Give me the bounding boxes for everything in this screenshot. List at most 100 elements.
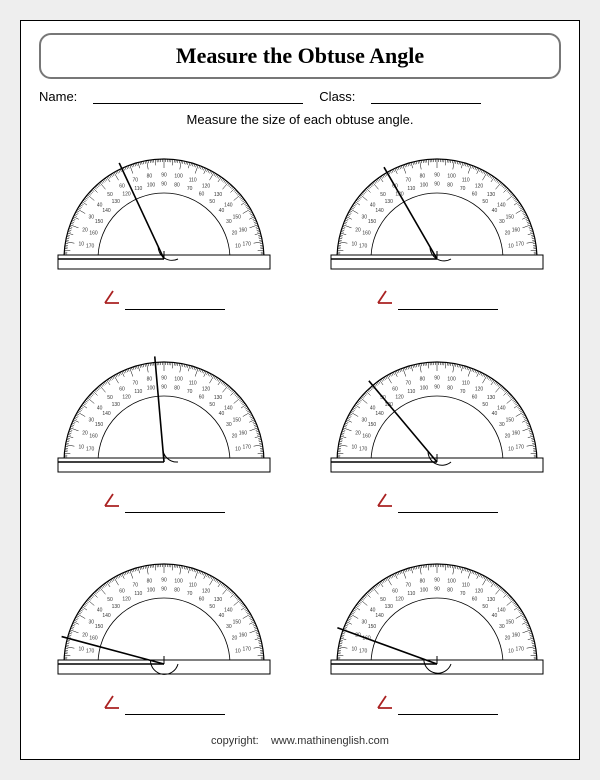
svg-text:50: 50 <box>209 199 215 205</box>
problem-cell: 0180101702016030150401405013060120701108… <box>39 546 288 729</box>
svg-text:160: 160 <box>511 430 520 436</box>
svg-text:70: 70 <box>459 389 465 395</box>
svg-text:10: 10 <box>78 647 84 653</box>
svg-text:160: 160 <box>362 231 371 237</box>
svg-text:120: 120 <box>122 394 131 400</box>
svg-text:170: 170 <box>85 649 94 655</box>
svg-text:150: 150 <box>367 421 376 427</box>
svg-text:50: 50 <box>107 395 113 401</box>
svg-text:20: 20 <box>504 433 510 439</box>
svg-text:130: 130 <box>111 604 120 610</box>
svg-text:150: 150 <box>367 624 376 630</box>
svg-text:170: 170 <box>515 242 524 248</box>
svg-text:80: 80 <box>146 376 152 382</box>
answer-line <box>376 492 498 513</box>
svg-text:130: 130 <box>213 395 222 401</box>
svg-text:110: 110 <box>407 389 415 395</box>
angle-icon <box>376 694 394 715</box>
svg-text:170: 170 <box>358 243 367 249</box>
protractor: 0180101702016030150401405013060120701108… <box>49 344 279 484</box>
svg-text:90: 90 <box>161 375 167 381</box>
svg-text:70: 70 <box>459 591 465 597</box>
svg-text:50: 50 <box>482 199 488 205</box>
protractor: 0180101702016030150401405013060120701108… <box>49 141 279 281</box>
svg-text:60: 60 <box>392 589 398 595</box>
svg-text:30: 30 <box>88 214 94 220</box>
svg-text:130: 130 <box>486 597 495 603</box>
svg-text:90: 90 <box>434 172 440 178</box>
svg-text:50: 50 <box>380 597 386 603</box>
svg-text:80: 80 <box>447 385 453 391</box>
svg-text:60: 60 <box>471 597 477 603</box>
svg-text:120: 120 <box>122 191 131 197</box>
svg-text:110: 110 <box>461 380 469 386</box>
answer-blank[interactable] <box>398 512 498 513</box>
svg-text:90: 90 <box>161 587 167 593</box>
angle-icon <box>103 694 121 715</box>
svg-text:120: 120 <box>395 597 404 603</box>
svg-text:100: 100 <box>146 588 155 594</box>
class-blank[interactable] <box>371 103 481 104</box>
svg-text:110: 110 <box>407 591 415 597</box>
svg-text:160: 160 <box>89 433 98 439</box>
name-blank[interactable] <box>93 103 303 104</box>
svg-text:170: 170 <box>85 243 94 249</box>
svg-text:10: 10 <box>78 242 84 248</box>
svg-text:100: 100 <box>419 182 428 188</box>
svg-text:40: 40 <box>218 613 224 619</box>
protractor: 0180101702016030150401405013060120701108… <box>322 141 552 281</box>
svg-text:70: 70 <box>132 177 138 183</box>
footer-url: www.mathinenglish.com <box>271 735 389 747</box>
svg-text:160: 160 <box>89 636 98 642</box>
svg-text:100: 100 <box>447 579 456 585</box>
svg-text:70: 70 <box>405 380 411 386</box>
svg-text:140: 140 <box>375 208 384 214</box>
svg-text:20: 20 <box>355 228 361 234</box>
svg-text:80: 80 <box>174 588 180 594</box>
svg-text:170: 170 <box>242 647 251 653</box>
svg-text:100: 100 <box>174 174 183 180</box>
svg-text:100: 100 <box>146 182 155 188</box>
svg-text:30: 30 <box>361 214 367 220</box>
svg-text:20: 20 <box>504 636 510 642</box>
angle-icon <box>103 289 121 310</box>
svg-text:170: 170 <box>515 444 524 450</box>
svg-text:50: 50 <box>482 402 488 408</box>
answer-blank[interactable] <box>125 714 225 715</box>
svg-text:150: 150 <box>232 214 241 220</box>
svg-text:150: 150 <box>232 417 241 423</box>
svg-text:120: 120 <box>122 597 131 603</box>
class-label: Class: <box>319 89 355 104</box>
answer-line <box>103 289 225 310</box>
svg-text:60: 60 <box>119 386 125 392</box>
svg-text:140: 140 <box>375 411 384 417</box>
svg-text:30: 30 <box>88 620 94 626</box>
svg-text:80: 80 <box>174 385 180 391</box>
instruction-text: Measure the size of each obtuse angle. <box>39 112 561 127</box>
problem-cell: 0180101702016030150401405013060120701108… <box>39 344 288 527</box>
answer-blank[interactable] <box>125 512 225 513</box>
svg-text:120: 120 <box>474 184 483 190</box>
svg-text:20: 20 <box>355 430 361 436</box>
svg-text:70: 70 <box>405 583 411 589</box>
svg-text:30: 30 <box>226 624 232 630</box>
svg-text:170: 170 <box>358 649 367 655</box>
svg-text:160: 160 <box>89 231 98 237</box>
svg-text:130: 130 <box>384 604 393 610</box>
svg-text:20: 20 <box>82 430 88 436</box>
svg-text:30: 30 <box>361 417 367 423</box>
angle-icon <box>376 289 394 310</box>
svg-text:90: 90 <box>434 587 440 593</box>
svg-text:170: 170 <box>85 446 94 452</box>
svg-text:20: 20 <box>231 636 237 642</box>
answer-blank[interactable] <box>125 309 225 310</box>
answer-blank[interactable] <box>398 714 498 715</box>
svg-text:50: 50 <box>209 402 215 408</box>
svg-text:110: 110 <box>188 583 196 589</box>
problem-cell: 0180101702016030150401405013060120701108… <box>312 546 561 729</box>
svg-text:90: 90 <box>434 578 440 584</box>
answer-blank[interactable] <box>398 309 498 310</box>
svg-text:80: 80 <box>419 174 425 180</box>
svg-text:140: 140 <box>224 405 233 411</box>
page-title: Measure the Obtuse Angle <box>39 33 561 79</box>
